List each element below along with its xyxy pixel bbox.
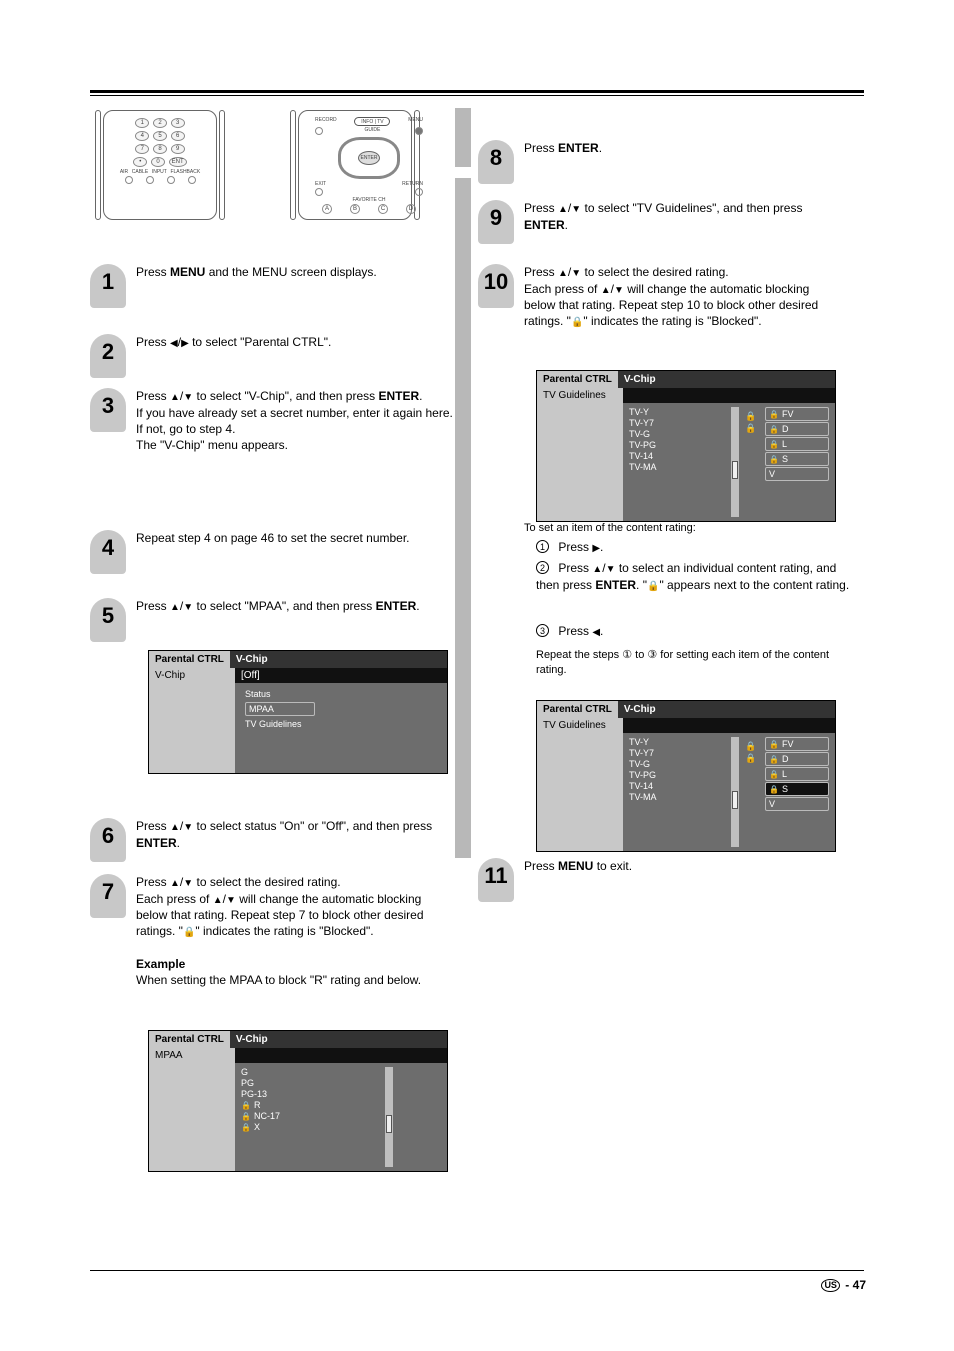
step-2: 2 Press / to select "Parental CTRL". — [90, 334, 455, 351]
step-4: 4 Repeat step 4 on page 46 to set the se… — [90, 530, 455, 546]
substep-2: 2 Press / to select an individual conten… — [536, 560, 856, 594]
substep-1: 1 Press . — [536, 540, 856, 554]
step-11: 11 Press MENU to exit. — [478, 858, 843, 874]
page-number: 47 — [853, 1278, 866, 1292]
osd-tv-guidelines: Parental CTRL V-Chip TV Guidelines TV-YT… — [536, 370, 836, 522]
osd-mpaa: Parental CTRL V-Chip MPAA GPGPG-13🔒R🔒NC-… — [148, 1030, 448, 1172]
step-7: 7 Press / to select the desired rating. … — [90, 874, 455, 988]
page-top-rule — [90, 90, 864, 96]
step-5: 5 Press / to select "MPAA", and then pre… — [90, 598, 455, 615]
page-footer: US - 47 — [821, 1278, 866, 1292]
step-1: 1 Press MENU and the MENU screen display… — [90, 264, 455, 280]
step-9: 9 Press / to select "TV Guidelines", and… — [478, 200, 843, 233]
region-mark: US — [821, 1279, 840, 1292]
osd-vchip-menu: Parental CTRL V-Chip V-Chip [Off] Status… — [148, 650, 448, 774]
remote-dpad: RECORD INFO | TV GUIDE MENU ENTER EXIT R… — [290, 110, 420, 220]
remote-numpad: 1 2 3 4 5 6 7 8 9 • 0 ENT AIR CABLE — [95, 110, 225, 220]
substep-3: 3 Press . — [536, 624, 856, 638]
content-sidebar — [455, 108, 471, 167]
page-bottom-rule — [90, 1270, 864, 1271]
sub-intro: To set an item of the content rating: — [524, 520, 844, 534]
substep-note: Repeat the steps ① to ③ for setting each… — [536, 648, 856, 679]
step-10: 10 Press / to select the desired rating.… — [478, 264, 843, 330]
step-3: 3 Press / to select "V-Chip", and then p… — [90, 388, 455, 453]
step-8: 8 Press ENTER. — [478, 140, 843, 156]
step-6: 6 Press / to select status "On" or "Off"… — [90, 818, 455, 851]
osd-tv-guidelines-2: Parental CTRL V-Chip TV Guidelines TV-YT… — [536, 700, 836, 852]
content-sidebar — [455, 178, 471, 858]
